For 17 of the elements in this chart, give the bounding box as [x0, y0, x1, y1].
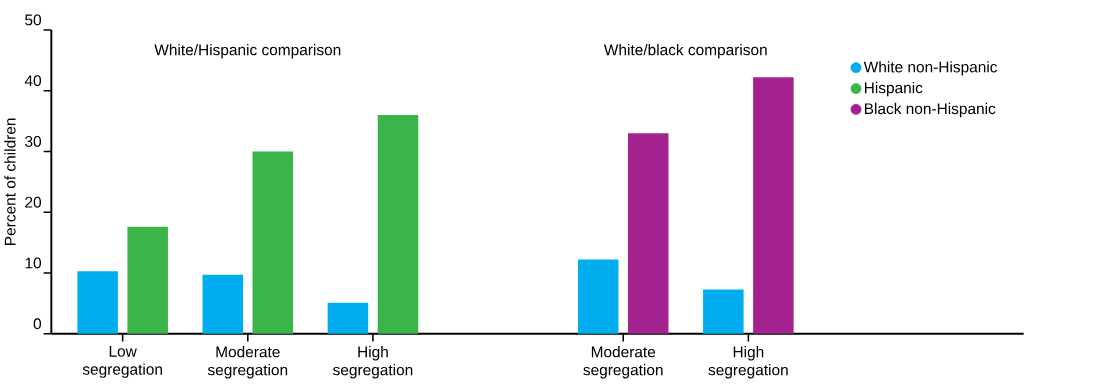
- y-axis-title: Percent of children: [4, 118, 16, 246]
- x-tick-label: Low segregation: [82, 346, 162, 379]
- y-tick-label: 20: [25, 196, 42, 208]
- legend-label: Black non-Hispanic: [864, 102, 996, 118]
- y-tick-label: 30: [25, 136, 42, 148]
- y-tick-label: 40: [24, 75, 42, 87]
- x-tick-label: Moderate segregation: [583, 346, 663, 379]
- y-tick-label: 0: [33, 318, 42, 330]
- annotation: White/Hispanic comparison: [154, 44, 341, 59]
- y-tick-label: 50: [25, 14, 42, 26]
- x-tick-label: Moderate segregation: [207, 346, 288, 379]
- annotation: White/black comparison: [603, 44, 767, 59]
- x-tick-label: High segregation: [708, 346, 788, 379]
- x-tick-label: High segregation: [333, 346, 413, 379]
- legend-label: Hispanic: [864, 82, 923, 97]
- y-tick-label: 10: [25, 257, 42, 269]
- legend-label: White non-Hispanic: [863, 61, 998, 76]
